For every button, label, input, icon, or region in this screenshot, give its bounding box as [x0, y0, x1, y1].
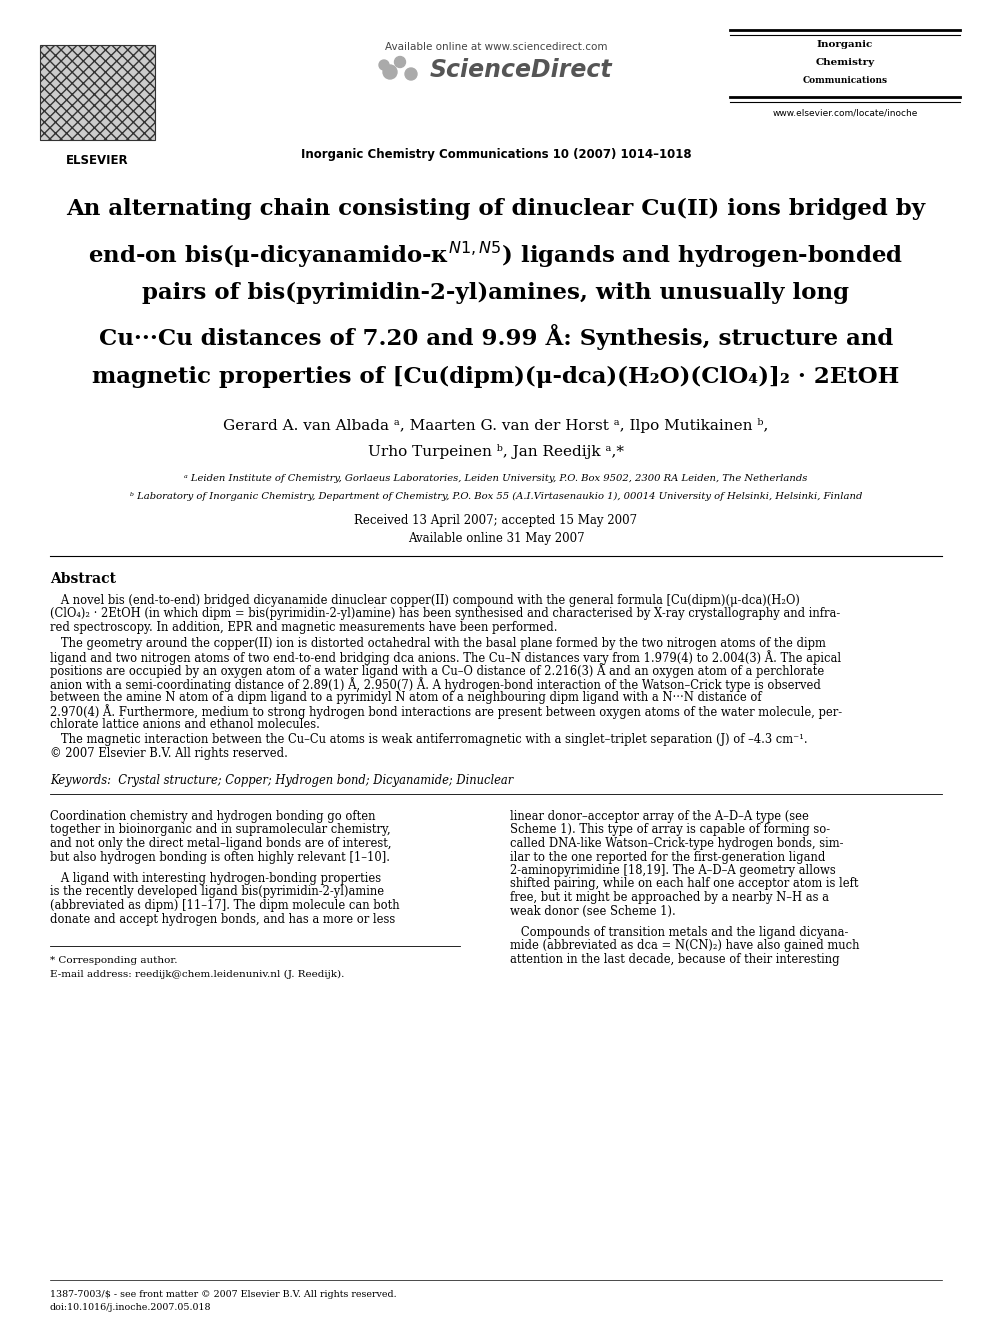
Text: pairs of bis(pyrimidin-2-yl)amines, with unusually long: pairs of bis(pyrimidin-2-yl)amines, with… [143, 282, 849, 304]
Circle shape [379, 60, 389, 70]
Text: Communications: Communications [803, 75, 888, 85]
Text: free, but it might be approached by a nearby N–H as a: free, but it might be approached by a ne… [510, 890, 829, 904]
Text: (abbreviated as dipm) [11–17]. The dipm molecule can both: (abbreviated as dipm) [11–17]. The dipm … [50, 900, 400, 912]
Text: 1387-7003/$ - see front matter © 2007 Elsevier B.V. All rights reserved.: 1387-7003/$ - see front matter © 2007 El… [50, 1290, 397, 1299]
Text: Inorganic: Inorganic [816, 40, 873, 49]
Text: ligand and two nitrogen atoms of two end-to-end bridging dca anions. The Cu–N di: ligand and two nitrogen atoms of two end… [50, 650, 841, 665]
Text: The geometry around the copper(II) ion is distorted octahedral with the basal pl: The geometry around the copper(II) ion i… [50, 636, 826, 650]
Text: E-mail address: reedijk@chem.leidenuniv.nl (J. Reedijk).: E-mail address: reedijk@chem.leidenuniv.… [50, 970, 344, 979]
Text: called DNA-like Watson–Crick-type hydrogen bonds, sim-: called DNA-like Watson–Crick-type hydrog… [510, 837, 843, 849]
Text: red spectroscopy. In addition, EPR and magnetic measurements have been performed: red spectroscopy. In addition, EPR and m… [50, 620, 558, 634]
Text: Available online at www.sciencedirect.com: Available online at www.sciencedirect.co… [385, 42, 607, 52]
Text: magnetic properties of [Cu(dipm)(μ-dca)(H₂O)(ClO₄)]₂ · 2EtOH: magnetic properties of [Cu(dipm)(μ-dca)(… [92, 366, 900, 388]
Text: attention in the last decade, because of their interesting: attention in the last decade, because of… [510, 953, 839, 966]
Text: between the amine N atom of a dipm ligand to a pyrimidyl N atom of a neighbourin: between the amine N atom of a dipm ligan… [50, 691, 762, 704]
Text: 2-aminopyrimidine [18,19]. The A–D–A geometry allows: 2-aminopyrimidine [18,19]. The A–D–A geo… [510, 864, 835, 877]
Text: The magnetic interaction between the Cu–Cu atoms is weak antiferromagnetic with : The magnetic interaction between the Cu–… [50, 733, 807, 746]
Text: Chemistry: Chemistry [815, 58, 875, 67]
Text: Gerard A. van Albada ᵃ, Maarten G. van der Horst ᵃ, Ilpo Mutikainen ᵇ,: Gerard A. van Albada ᵃ, Maarten G. van d… [223, 418, 769, 433]
Text: end-on bis(μ-dicyanamido-κ$^{N1,N5}$) ligands and hydrogen-bonded: end-on bis(μ-dicyanamido-κ$^{N1,N5}$) li… [88, 239, 904, 270]
Text: Keywords:  Crystal structure; Copper; Hydrogen bond; Dicyanamide; Dinuclear: Keywords: Crystal structure; Copper; Hyd… [50, 774, 513, 787]
Text: Compounds of transition metals and the ligand dicyana-: Compounds of transition metals and the l… [510, 926, 848, 939]
Text: shifted pairing, while on each half one acceptor atom is left: shifted pairing, while on each half one … [510, 877, 858, 890]
Text: anion with a semi-coordinating distance of 2.89(1) Å, 2.950(7) Å. A hydrogen-bon: anion with a semi-coordinating distance … [50, 677, 820, 692]
Text: © 2007 Elsevier B.V. All rights reserved.: © 2007 Elsevier B.V. All rights reserved… [50, 746, 288, 759]
Text: Inorganic Chemistry Communications 10 (2007) 1014–1018: Inorganic Chemistry Communications 10 (2… [301, 148, 691, 161]
Text: ilar to the one reported for the first-generation ligand: ilar to the one reported for the first-g… [510, 851, 825, 864]
Text: linear donor–acceptor array of the A–D–A type (see: linear donor–acceptor array of the A–D–A… [510, 810, 808, 823]
Text: ELSEVIER: ELSEVIER [66, 153, 129, 167]
Circle shape [405, 67, 417, 79]
Circle shape [395, 57, 406, 67]
Text: doi:10.1016/j.inoche.2007.05.018: doi:10.1016/j.inoche.2007.05.018 [50, 1303, 211, 1312]
Text: positions are occupied by an oxygen atom of a water ligand with a Cu–O distance : positions are occupied by an oxygen atom… [50, 664, 824, 679]
Text: ᵃ Leiden Institute of Chemistry, Gorlaeus Laboratories, Leiden University, P.O. : ᵃ Leiden Institute of Chemistry, Gorlaeu… [185, 474, 807, 483]
Text: chlorate lattice anions and ethanol molecules.: chlorate lattice anions and ethanol mole… [50, 717, 319, 730]
Text: (ClO₄)₂ · 2EtOH (in which dipm = bis(pyrimidin-2-yl)amine) has been synthesised : (ClO₄)₂ · 2EtOH (in which dipm = bis(pyr… [50, 607, 840, 620]
Text: 2.970(4) Å. Furthermore, medium to strong hydrogen bond interactions are present: 2.970(4) Å. Furthermore, medium to stron… [50, 704, 842, 718]
Text: A novel bis (end-to-end) bridged dicyanamide dinuclear copper(II) compound with : A novel bis (end-to-end) bridged dicyana… [50, 594, 800, 607]
Text: but also hydrogen bonding is often highly relevant [1–10].: but also hydrogen bonding is often highl… [50, 851, 390, 864]
Text: together in bioinorganic and in supramolecular chemistry,: together in bioinorganic and in supramol… [50, 823, 391, 836]
Text: and not only the direct metal–ligand bonds are of interest,: and not only the direct metal–ligand bon… [50, 837, 392, 849]
Text: mide (abbreviated as dca = N(CN)₂) have also gained much: mide (abbreviated as dca = N(CN)₂) have … [510, 939, 859, 953]
Text: www.elsevier.com/locate/inoche: www.elsevier.com/locate/inoche [773, 108, 918, 116]
Text: * Corresponding author.: * Corresponding author. [50, 957, 178, 964]
Text: Urho Turpeinen ᵇ, Jan Reedijk ᵃ,*: Urho Turpeinen ᵇ, Jan Reedijk ᵃ,* [368, 445, 624, 459]
Text: ᵇ Laboratory of Inorganic Chemistry, Department of Chemistry, P.O. Box 55 (A.I.V: ᵇ Laboratory of Inorganic Chemistry, Dep… [130, 492, 862, 501]
Text: Scheme 1). This type of array is capable of forming so-: Scheme 1). This type of array is capable… [510, 823, 830, 836]
Text: An alternating chain consisting of dinuclear Cu(II) ions bridged by: An alternating chain consisting of dinuc… [66, 198, 926, 220]
Text: is the recently developed ligand bis(pyrimidin-2-yl)amine: is the recently developed ligand bis(pyr… [50, 885, 384, 898]
Text: weak donor (see Scheme 1).: weak donor (see Scheme 1). [510, 905, 676, 917]
Text: donate and accept hydrogen bonds, and has a more or less: donate and accept hydrogen bonds, and ha… [50, 913, 395, 926]
Text: Available online 31 May 2007: Available online 31 May 2007 [408, 532, 584, 545]
Bar [40, 45, 155, 140]
Circle shape [383, 65, 397, 79]
Text: Abstract: Abstract [50, 572, 116, 586]
Text: Coordination chemistry and hydrogen bonding go often: Coordination chemistry and hydrogen bond… [50, 810, 376, 823]
Text: Cu···Cu distances of 7.20 and 9.99 Å: Synthesis, structure and: Cu···Cu distances of 7.20 and 9.99 Å: Sy… [99, 324, 893, 351]
Text: A ligand with interesting hydrogen-bonding properties: A ligand with interesting hydrogen-bondi… [50, 872, 381, 885]
Text: ScienceDirect: ScienceDirect [430, 58, 613, 82]
Text: Received 13 April 2007; accepted 15 May 2007: Received 13 April 2007; accepted 15 May … [354, 515, 638, 527]
